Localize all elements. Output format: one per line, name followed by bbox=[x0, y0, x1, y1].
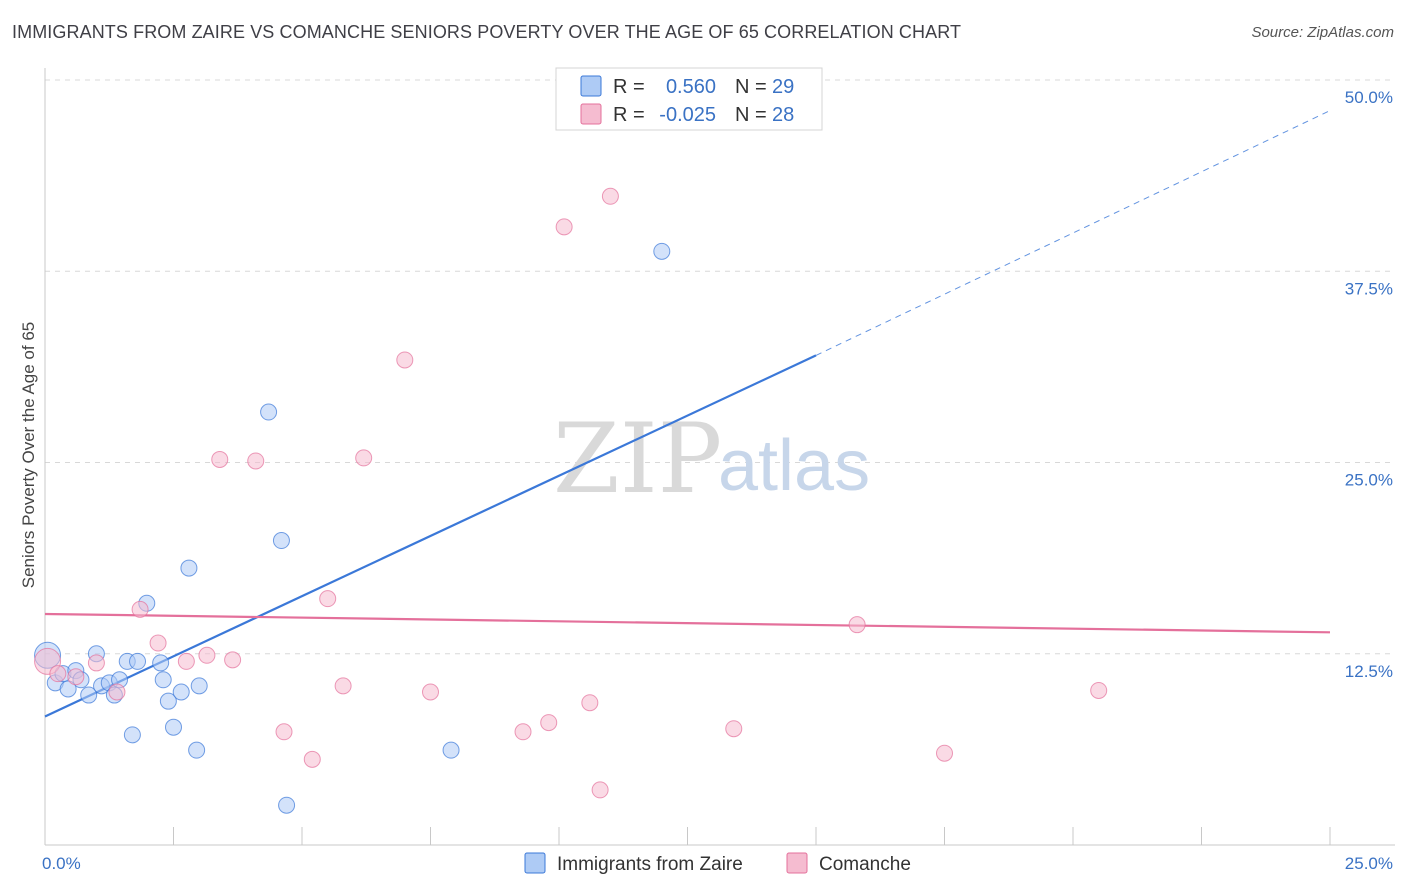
watermark-atlas: atlas bbox=[718, 426, 870, 506]
legend-n-value-2: 28 bbox=[772, 104, 794, 126]
watermark-zip: ZIP bbox=[553, 403, 722, 515]
zaire-point-13 bbox=[123, 726, 141, 744]
comanche-point-24 bbox=[601, 187, 619, 205]
chart-title: IMMIGRANTS FROM ZAIRE VS COMANCHE SENIOR… bbox=[12, 22, 962, 42]
zaire-point-28 bbox=[653, 242, 671, 260]
legend-r-value-2: -0.025 bbox=[659, 104, 716, 126]
zaire-trend-line bbox=[44, 354, 817, 718]
grid-layer bbox=[45, 79, 1395, 655]
zaire-trend-extension bbox=[815, 110, 1331, 356]
comanche-point-22 bbox=[581, 694, 599, 712]
y-tick-label-0: 12.5% bbox=[1345, 662, 1393, 681]
legend-n-label-2: N = bbox=[735, 104, 767, 126]
comanche-point-1 bbox=[49, 665, 67, 683]
comanche-point-7 bbox=[177, 652, 195, 670]
zaire-point-6 bbox=[80, 686, 98, 704]
zaire-point-20 bbox=[172, 683, 190, 701]
zaire-point-16 bbox=[152, 654, 170, 672]
zaire-point-25 bbox=[272, 532, 290, 550]
zaire-point-18 bbox=[159, 692, 177, 710]
y-axis-label: Seniors Poverty Over the Age of 65 bbox=[19, 322, 38, 588]
zaire-point-14 bbox=[129, 652, 147, 670]
comanche-point-26 bbox=[848, 616, 866, 634]
trend-layer bbox=[44, 110, 1331, 718]
zaire-point-3 bbox=[59, 680, 77, 698]
x-tick-label-1: 25.0% bbox=[1345, 854, 1393, 873]
comanche-point-11 bbox=[247, 452, 265, 470]
zaire-point-19 bbox=[165, 718, 182, 736]
legend-n-label-1: N = bbox=[735, 76, 767, 98]
series-legend-swatch-comanche bbox=[786, 852, 808, 874]
comanche-point-19 bbox=[514, 723, 532, 741]
comanche-point-6 bbox=[149, 634, 167, 652]
zaire-point-23 bbox=[190, 677, 208, 695]
comanche-point-18 bbox=[422, 683, 439, 701]
series-legend-label-comanche: Comanche bbox=[819, 854, 911, 875]
zaire-point-22 bbox=[188, 741, 206, 759]
series-legend-label-zaire: Immigrants from Zaire bbox=[557, 854, 743, 875]
comanche-trend-line bbox=[44, 612, 1331, 634]
comanche-point-27 bbox=[936, 744, 953, 762]
comanche-point-15 bbox=[334, 677, 352, 695]
legend-r-label-2: R = bbox=[613, 104, 645, 126]
zaire-point-27 bbox=[442, 741, 460, 759]
correlation-legend: R = 0.560 N = 29 R = -0.025 N = 28 bbox=[555, 67, 823, 131]
x-tick-label-0: 0.0% bbox=[42, 854, 81, 873]
zaire-point-17 bbox=[154, 671, 172, 689]
y-tick-label-2: 37.5% bbox=[1345, 279, 1393, 298]
legend-r-value-1: 0.560 bbox=[666, 76, 716, 98]
source-label: Source: ZipAtlas.com bbox=[1251, 24, 1394, 41]
comanche-point-28 bbox=[1090, 681, 1108, 699]
legend-n-value-1: 29 bbox=[772, 76, 794, 98]
comanche-point-9 bbox=[211, 450, 229, 468]
comanche-point-16 bbox=[355, 449, 373, 467]
comanche-point-20 bbox=[540, 714, 558, 732]
comanche-point-12 bbox=[275, 723, 293, 741]
series-legend-swatch-zaire bbox=[524, 852, 546, 874]
watermark: ZIP atlas bbox=[553, 403, 870, 515]
y-tick-label-1: 25.0% bbox=[1345, 471, 1393, 490]
comanche-point-5 bbox=[131, 600, 149, 618]
series-legend: Immigrants from Zaire Comanche bbox=[524, 852, 911, 875]
zaire-point-24 bbox=[260, 403, 278, 421]
comanche-point-14 bbox=[319, 590, 337, 608]
zaire-point-21 bbox=[180, 559, 198, 577]
comanche-point-13 bbox=[303, 750, 321, 768]
comanche-point-21 bbox=[555, 218, 573, 236]
legend-r-label-1: R = bbox=[613, 76, 645, 98]
zaire-point-26 bbox=[278, 796, 296, 814]
comanche-point-25 bbox=[725, 720, 743, 738]
legend-swatch-blue bbox=[580, 75, 602, 97]
point-layer bbox=[34, 187, 1108, 814]
comanche-point-8 bbox=[198, 646, 216, 664]
tick-label-layer: 12.5% 25.0% 37.5% 50.0% 0.0% 25.0% bbox=[42, 88, 1393, 873]
comanche-point-2 bbox=[67, 668, 85, 686]
legend-swatch-pink bbox=[580, 103, 602, 125]
y-tick-label-3: 50.0% bbox=[1345, 88, 1393, 107]
comanche-point-17 bbox=[396, 351, 414, 369]
comanche-point-4 bbox=[108, 683, 126, 701]
comanche-point-23 bbox=[591, 781, 609, 799]
comanche-point-3 bbox=[87, 654, 105, 672]
comanche-point-10 bbox=[224, 651, 242, 669]
